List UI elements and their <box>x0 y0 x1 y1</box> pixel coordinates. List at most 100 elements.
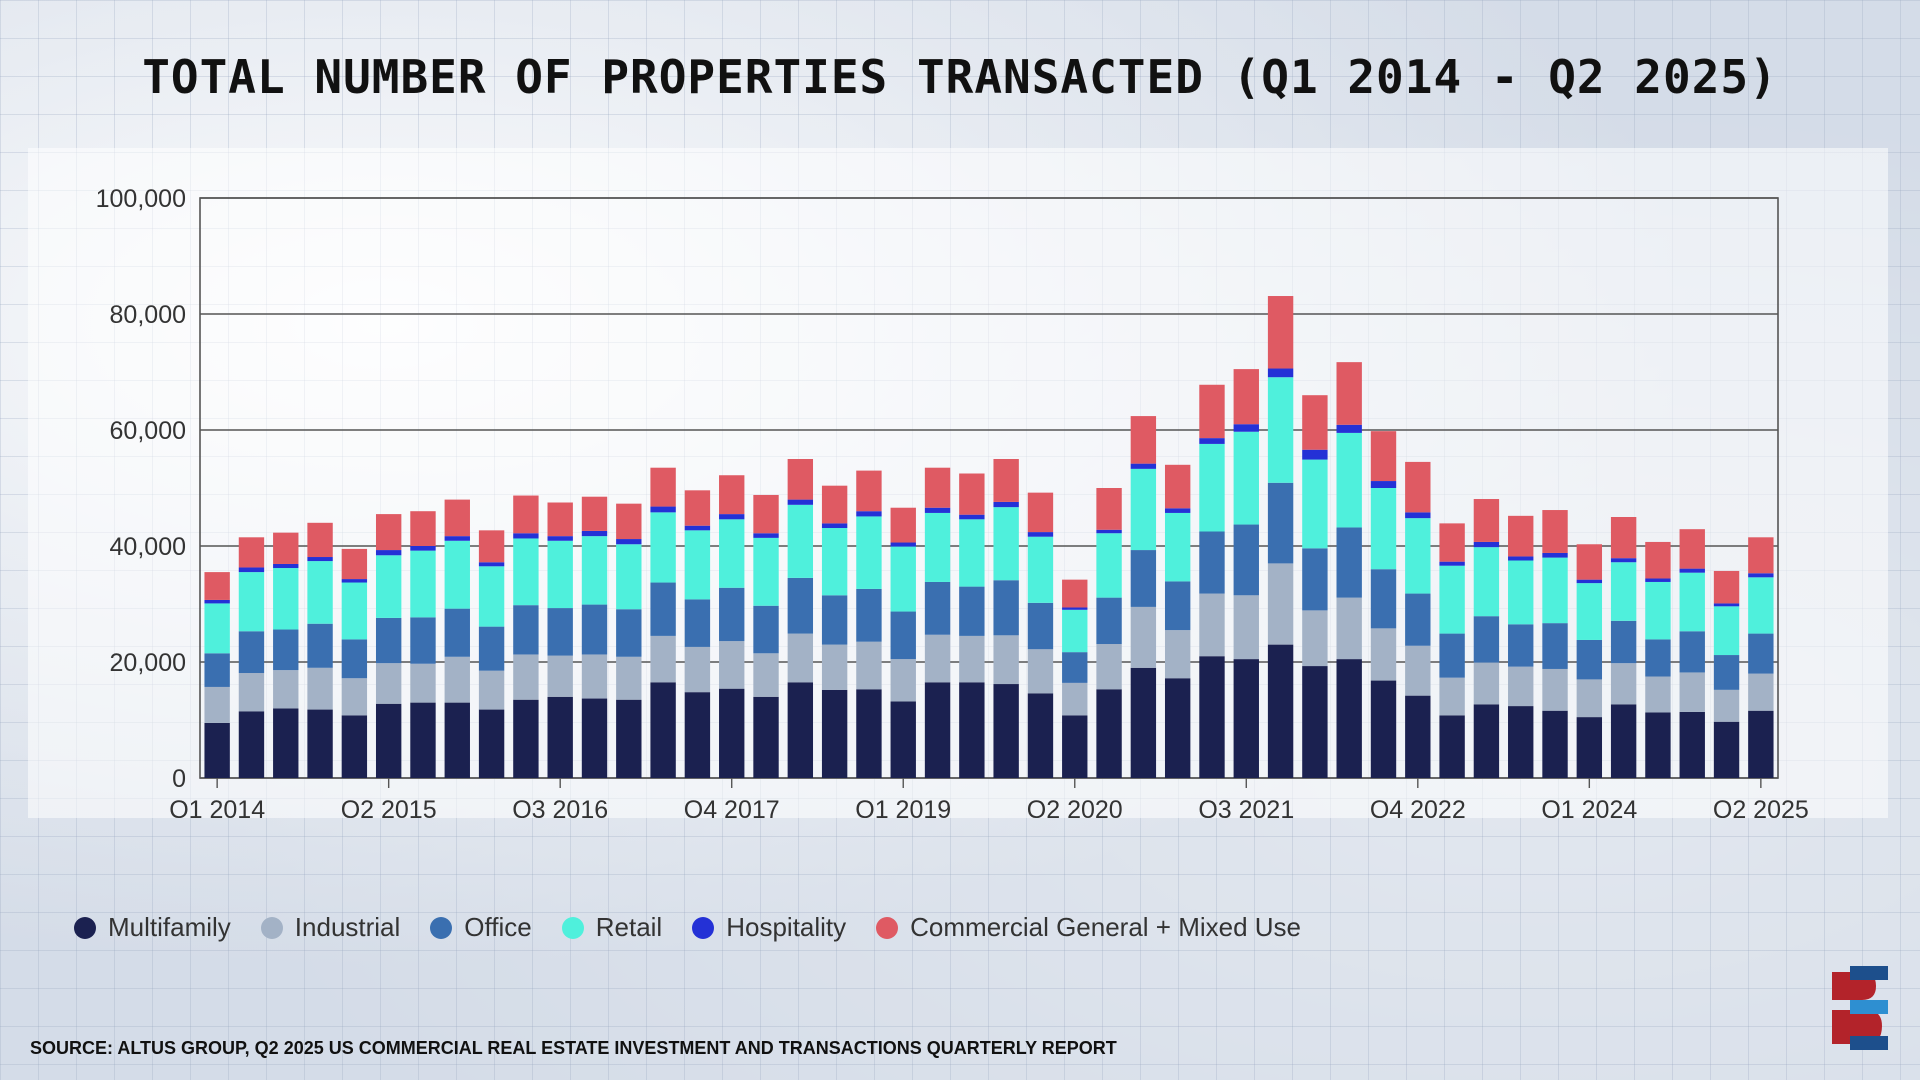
bar-segment <box>616 539 642 545</box>
bar-segment <box>650 506 676 513</box>
bar-segment <box>924 467 951 508</box>
legend-item: Office <box>430 912 532 943</box>
bar-segment <box>959 586 985 636</box>
bar-segment <box>1062 609 1088 653</box>
bar-segment <box>719 587 745 642</box>
bar-segment <box>204 686 230 723</box>
bar-segment <box>890 701 916 778</box>
x-tick-label: Q1 2019 <box>855 796 951 818</box>
bar-segment <box>204 599 230 604</box>
bar-segment <box>993 507 1019 581</box>
bar-segment <box>993 580 1019 636</box>
bar-segment <box>1336 527 1362 598</box>
bar-segment <box>1233 595 1259 660</box>
bar-segment <box>1542 557 1568 624</box>
bar-segment <box>1645 578 1671 582</box>
bar-segment <box>444 702 470 778</box>
bar-segment <box>1336 597 1362 660</box>
bar-segment <box>1679 572 1705 632</box>
bar-segment <box>1610 704 1637 778</box>
bar-segment <box>478 709 505 778</box>
bar-segment <box>821 528 848 596</box>
bar-segment <box>1370 628 1397 681</box>
bar-segment <box>684 692 711 778</box>
bar-segment <box>1336 362 1362 425</box>
bar-segment <box>478 626 505 671</box>
legend-label: Office <box>464 912 532 942</box>
bar-segment <box>1130 468 1157 551</box>
bar-segment <box>1713 689 1740 722</box>
y-tick-label: 40,000 <box>110 533 186 561</box>
bar-segment <box>684 530 711 600</box>
y-tick-label: 80,000 <box>110 301 186 329</box>
x-tick-label: Q4 2017 <box>684 796 780 818</box>
legend-item: Multifamily <box>74 912 231 943</box>
bar-segment <box>650 682 676 778</box>
chart-panel: 0 20,000 40,000 60,000 80,000 100,000 Q1 2014 Q… <box>28 148 1888 818</box>
bar-segment <box>1302 395 1328 450</box>
bar-segment <box>616 544 642 610</box>
bar-segment <box>375 514 402 551</box>
bar-segment <box>375 617 402 664</box>
bar-segment <box>753 533 779 538</box>
bar-segment <box>821 485 848 524</box>
bar-segment <box>1130 550 1157 607</box>
bar-segment <box>1473 662 1500 705</box>
legend-swatch <box>260 916 283 939</box>
bar-segment <box>1096 644 1122 690</box>
bar-segment <box>1370 569 1397 629</box>
bar-segment <box>753 494 779 534</box>
bar-segment <box>993 635 1019 685</box>
bar-segment <box>547 502 573 537</box>
bar-segment <box>1439 561 1465 566</box>
bar-segment <box>1713 721 1740 778</box>
bar-segment <box>1439 715 1465 778</box>
bar-segment <box>513 533 539 539</box>
x-tick-label: Q3 2016 <box>512 796 608 818</box>
bar-segment <box>238 567 265 573</box>
bar-segment <box>787 682 814 778</box>
bar-segment <box>581 496 608 531</box>
bar-segment <box>204 572 230 600</box>
bar-segment <box>341 582 368 640</box>
bar-segment <box>1370 680 1397 778</box>
bar-segment <box>410 702 436 778</box>
bar-segment <box>1302 449 1328 460</box>
bar-segment <box>787 633 814 683</box>
bar-segment <box>238 537 265 568</box>
bar-segment <box>1267 563 1294 645</box>
bar-segment <box>513 654 539 700</box>
bar-segment <box>1713 603 1740 607</box>
bar-segment <box>410 617 436 664</box>
bar-segment <box>1542 552 1568 558</box>
bar-segment <box>1370 431 1397 482</box>
bar-segment <box>444 656 470 703</box>
bar-segment <box>1473 541 1500 548</box>
bar-segment <box>1610 620 1637 664</box>
y-tick-label: 0 <box>172 765 186 793</box>
bar-segment <box>238 711 265 778</box>
bar-segment <box>410 550 436 618</box>
bar-segment <box>1164 581 1191 631</box>
bar-segment <box>1508 706 1534 778</box>
bar-segment <box>238 673 265 712</box>
bar-segment <box>581 654 608 699</box>
bar-segment <box>1576 679 1603 718</box>
bar-segment <box>547 608 573 656</box>
x-tick-label: Q2 2015 <box>341 796 437 818</box>
bar-segment <box>1096 529 1122 534</box>
bar-segment <box>341 548 368 580</box>
bar-segment <box>581 604 608 655</box>
bar-segment <box>821 689 848 778</box>
bar-segment <box>890 542 916 547</box>
legend-label: Industrial <box>294 912 401 942</box>
bar-segment <box>856 516 882 589</box>
bar-segment <box>1610 517 1637 559</box>
bar-segment <box>753 605 779 654</box>
bar-segment <box>1267 644 1294 778</box>
bar-segment <box>547 540 573 609</box>
bar-segment <box>1130 667 1157 778</box>
bar-segment <box>307 667 333 710</box>
bar-segment <box>959 682 985 778</box>
bar-segment <box>1439 565 1465 634</box>
